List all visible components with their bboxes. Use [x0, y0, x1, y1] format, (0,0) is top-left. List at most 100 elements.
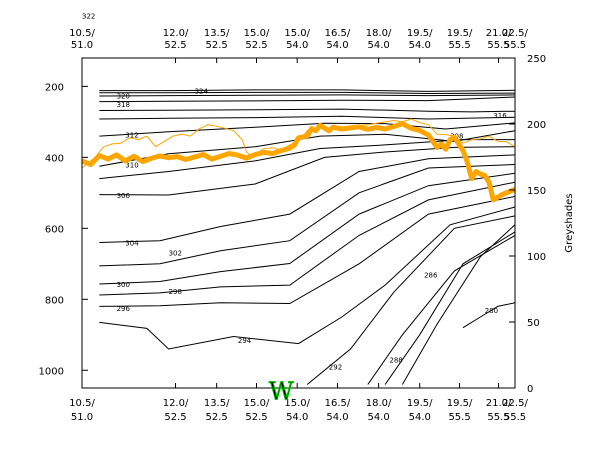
top-tick-label: 52.5	[245, 40, 267, 51]
contour-label-294: 294	[238, 337, 252, 345]
contour-312	[99, 122, 516, 137]
top-tick-label: 54.0	[286, 40, 308, 51]
bottom-tick-label: 19.5/	[447, 398, 473, 409]
top-tick-label: 54.0	[326, 40, 348, 51]
bottom-tick-label: 19.5/	[407, 398, 433, 409]
top-tick-label: 15.0/	[244, 28, 270, 39]
top-tick-label: 12.0/	[163, 28, 189, 39]
top-tick-label: 18.0/	[366, 28, 392, 39]
bottom-tick-label: 51.0	[71, 412, 93, 423]
top-tick-label: 54.0	[367, 40, 389, 51]
bottom-tick-label: 22.5/	[502, 398, 528, 409]
left-tick-label: 200	[45, 82, 64, 93]
top-tick-label: 15.0/	[284, 28, 310, 39]
bottom-axis: 10.5/51.0 12.0/52.5 13.5/52.5 15.0/52.5 15.0…	[69, 383, 528, 423]
top-tick-label: 52.5	[164, 40, 186, 51]
top-tick-label: 13.5/	[204, 28, 230, 39]
contour-label-310: 310	[125, 162, 138, 170]
contour-314	[99, 115, 516, 120]
bottom-tick-label: 54.0	[367, 412, 389, 423]
contour-292	[306, 215, 516, 385]
contour-label-292: 292	[329, 364, 342, 372]
top-tick-label: 16.5/	[325, 28, 351, 39]
contour-label-302: 302	[169, 250, 182, 258]
series-line-2	[81, 118, 516, 169]
contour-label-306: 306	[117, 192, 131, 200]
contour-label-300: 300	[117, 281, 130, 289]
contour-280	[462, 302, 516, 329]
bottom-tick-label: 15.0/	[284, 398, 310, 409]
bottom-tick-label: 54.0	[286, 412, 308, 423]
bottom-tick-label: 12.0/	[163, 398, 189, 409]
contour-label-322: 322	[82, 12, 95, 20]
right-tick-label: 200	[527, 120, 546, 131]
contour-298	[99, 181, 516, 296]
contour-316	[99, 108, 516, 113]
series-lines	[81, 118, 516, 203]
bottom-tick-label: 13.5/	[204, 398, 230, 409]
contour-290	[384, 231, 516, 385]
bottom-tick-label: 55.5	[504, 412, 526, 423]
contour-318	[99, 96, 516, 103]
contour-320	[99, 94, 516, 97]
top-tick-label: 10.5/	[69, 28, 95, 39]
right-tick-label: 0	[527, 384, 533, 395]
contour-lines: 3243223203183163123103083063043023002982…	[82, 12, 516, 385]
contour-label-280: 280	[485, 307, 498, 315]
left-tick-label: 800	[45, 295, 64, 306]
contour-300	[99, 172, 516, 285]
top-tick-label: 52.5	[206, 40, 228, 51]
series-line-1	[81, 121, 516, 203]
contour-label-296: 296	[117, 305, 131, 313]
contour-label-304: 304	[125, 240, 139, 248]
bottom-tick-label: 54.0	[326, 412, 348, 423]
top-tick-label: 55.5	[487, 40, 509, 51]
contour-308	[99, 139, 515, 180]
bottom-tick-label: 52.5	[164, 412, 186, 423]
right-axis: 0 50 100 150 200 250	[509, 54, 546, 395]
contour-label-312: 312	[125, 131, 138, 139]
bottom-tick-label: 16.5/	[325, 398, 351, 409]
contour-label-324: 324	[195, 88, 209, 96]
contour-322	[99, 91, 516, 95]
contour-label-298: 298	[169, 288, 182, 296]
bottom-tick-label: 21.0/	[486, 398, 512, 409]
top-tick-label: 54.0	[409, 40, 431, 51]
contour-label-316: 316	[493, 112, 507, 120]
plot-frame	[81, 57, 516, 389]
bottom-tick-label: 18.0/	[366, 398, 392, 409]
top-tick-label: 22.5/	[502, 28, 528, 39]
left-tick-label: 600	[45, 224, 64, 235]
contour-294	[99, 206, 516, 350]
annotations: W	[268, 377, 294, 406]
contour-302	[99, 164, 516, 267]
right-tick-label: 250	[527, 54, 546, 65]
top-tick-label: 19.5/	[447, 28, 473, 39]
top-tick-label: 55.5	[504, 40, 526, 51]
top-axis: 10.5/51.012.0/52.513.5/52.515.0/52.515.0…	[69, 28, 528, 63]
left-tick-label: 400	[45, 153, 64, 164]
top-tick-label: 51.0	[71, 40, 93, 51]
contour-label-320: 320	[117, 93, 130, 101]
contour-306	[99, 146, 516, 196]
right-axis-label: Greyshades	[564, 193, 575, 252]
bottom-tick-label: 10.5/	[69, 398, 95, 409]
contour-label-286: 286	[424, 272, 438, 280]
contour-label-318: 318	[117, 101, 130, 109]
contour-286	[401, 224, 516, 385]
contour-304	[99, 154, 516, 243]
bottom-tick-label: 15.0/	[244, 398, 270, 409]
bottom-tick-label: 52.5	[245, 412, 267, 423]
right-tick-label: 150	[527, 186, 546, 197]
contour-296	[99, 195, 516, 307]
contour-label-288: 288	[389, 357, 402, 365]
contour-324	[99, 89, 516, 92]
right-tick-label: 50	[527, 318, 540, 329]
annotation-letter: W	[269, 378, 294, 406]
bottom-tick-label: 54.0	[409, 412, 431, 423]
right-tick-label: 100	[527, 252, 546, 263]
left-axis: 200 400 600 800 1000	[39, 82, 88, 377]
bottom-tick-label: 55.5	[487, 412, 509, 423]
top-tick-label: 21.0/	[486, 28, 512, 39]
